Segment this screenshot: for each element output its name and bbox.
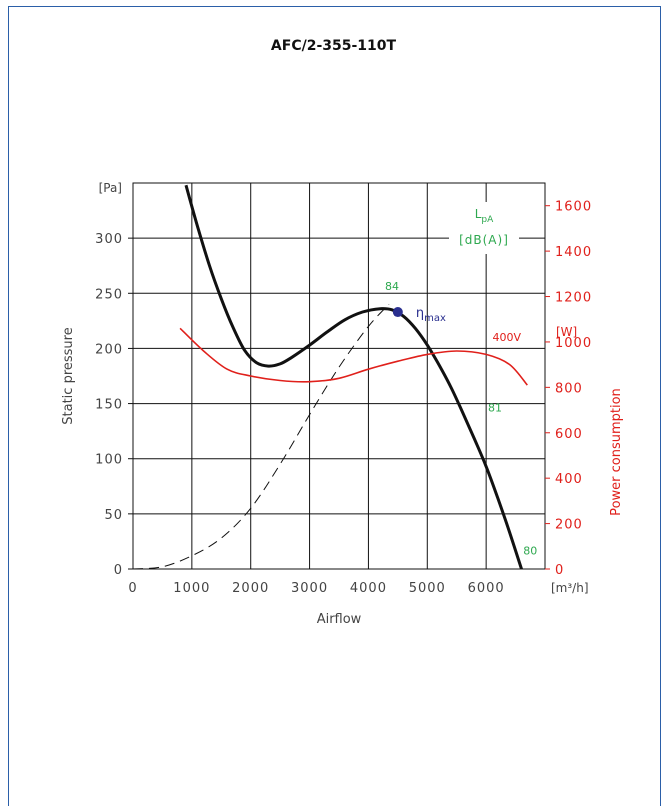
y-right-tick-label: 1000 bbox=[555, 336, 592, 351]
eta-max-point bbox=[392, 307, 403, 318]
x-axis-unit: [m³/h] bbox=[551, 581, 589, 595]
fan-performance-chart: 0 1000 2000 3000 4000 5000 6000 [m³/h]050100150… bbox=[61, 181, 624, 627]
plot-frame bbox=[132, 182, 546, 570]
y-left-tick-label: 150 bbox=[95, 398, 123, 413]
legend-box: LpA [dB(A)] bbox=[449, 202, 519, 254]
legend-line1: LpA bbox=[475, 207, 494, 225]
y-right-tick-label: 200 bbox=[555, 518, 583, 533]
x-tick-label: 3000 bbox=[291, 581, 328, 596]
y-left-tick-label: 100 bbox=[95, 453, 123, 468]
eta-max-label: ηmax bbox=[416, 306, 446, 324]
chart-title: AFC/2-355-110T bbox=[270, 38, 397, 54]
y-left-tick-label: 300 bbox=[95, 232, 123, 247]
y-right-tick-label: 1200 bbox=[555, 291, 592, 306]
y-axis-unit-left: [Pa] bbox=[99, 181, 122, 195]
tick-labels: 0 1000 2000 3000 4000 5000 6000 [m³/h]050100150… bbox=[95, 200, 592, 596]
y-axis-unit-right: [W] bbox=[556, 325, 577, 339]
x-tick-label: 0 bbox=[128, 581, 137, 596]
curve-annotation: 400V bbox=[492, 331, 521, 344]
system-curve-series bbox=[132, 303, 390, 570]
y-axis-label-right: Power consumption bbox=[609, 388, 624, 516]
y-right-tick-label: 600 bbox=[555, 427, 583, 442]
y-axis-label-left: Static pressure bbox=[61, 327, 76, 424]
x-tick-label: 1000 bbox=[173, 581, 210, 596]
page-frame bbox=[8, 6, 661, 806]
pressure-curve-series bbox=[184, 184, 523, 570]
legend-line2: [dB(A)] bbox=[459, 233, 509, 247]
y-left-tick-label: 200 bbox=[95, 342, 123, 357]
curve-annotation: 80 bbox=[523, 545, 537, 558]
y-right-tick-label: 800 bbox=[555, 381, 583, 396]
x-tick-label: 6000 bbox=[468, 581, 505, 596]
x-tick-label: 4000 bbox=[350, 581, 387, 596]
y-left-tick-label: 50 bbox=[104, 508, 123, 523]
y-left-tick-label: 0 bbox=[114, 563, 123, 578]
x-tick-label: 5000 bbox=[409, 581, 446, 596]
y-right-tick-label: 0 bbox=[555, 563, 564, 578]
y-right-tick-label: 400 bbox=[555, 472, 583, 487]
power-curve-series bbox=[179, 327, 528, 386]
y-right-tick-label: 1400 bbox=[555, 245, 592, 260]
y-right-tick-label: 1600 bbox=[555, 200, 592, 215]
series-group bbox=[132, 184, 528, 570]
x-tick-label: 2000 bbox=[232, 581, 269, 596]
annotations: ηmax 84 81 80 400V bbox=[385, 280, 537, 558]
curve-annotation: 84 bbox=[385, 280, 399, 293]
y-left-tick-label: 250 bbox=[95, 287, 123, 302]
x-axis-label: Airflow bbox=[317, 612, 362, 627]
curve-annotation: 81 bbox=[488, 401, 502, 414]
